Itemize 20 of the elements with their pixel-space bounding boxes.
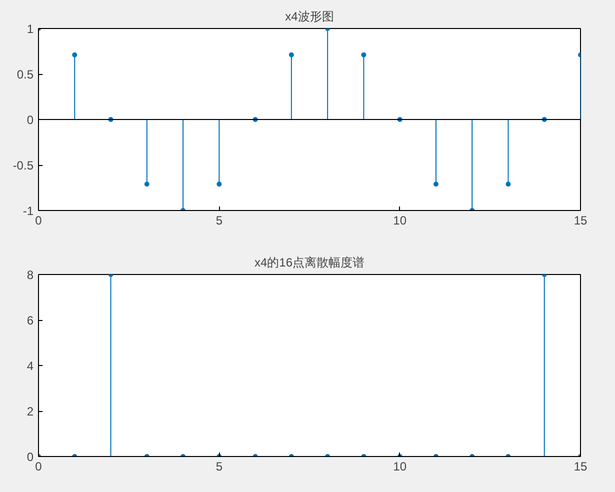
chart-title: x4的16点离散幅度谱 [254, 256, 365, 270]
y-tick-label: 2 [26, 404, 34, 418]
x-tick-label: 5 [216, 460, 223, 474]
y-tick-label: -1 [22, 204, 34, 218]
y-tick-label: 8 [26, 268, 34, 282]
x-tick-label: 0 [35, 214, 42, 228]
y-tick-label: 4 [26, 359, 34, 373]
x-tick-label: 15 [574, 460, 588, 474]
y-tick-label: 1 [26, 22, 34, 36]
x-tick-label: 15 [574, 214, 588, 228]
x-tick-label: 5 [216, 214, 223, 228]
y-tick-label: 6 [26, 314, 34, 328]
chart-title: x4波形图 [285, 10, 334, 24]
x-tick-label: 10 [393, 460, 407, 474]
x-tick-label: 10 [393, 214, 407, 228]
y-tick-label: -0.5 [12, 158, 34, 172]
x-tick-label: 0 [35, 460, 42, 474]
y-tick-label: 0.5 [16, 68, 34, 82]
y-tick-label: 0 [26, 113, 34, 127]
y-tick-label: 0 [26, 450, 34, 464]
